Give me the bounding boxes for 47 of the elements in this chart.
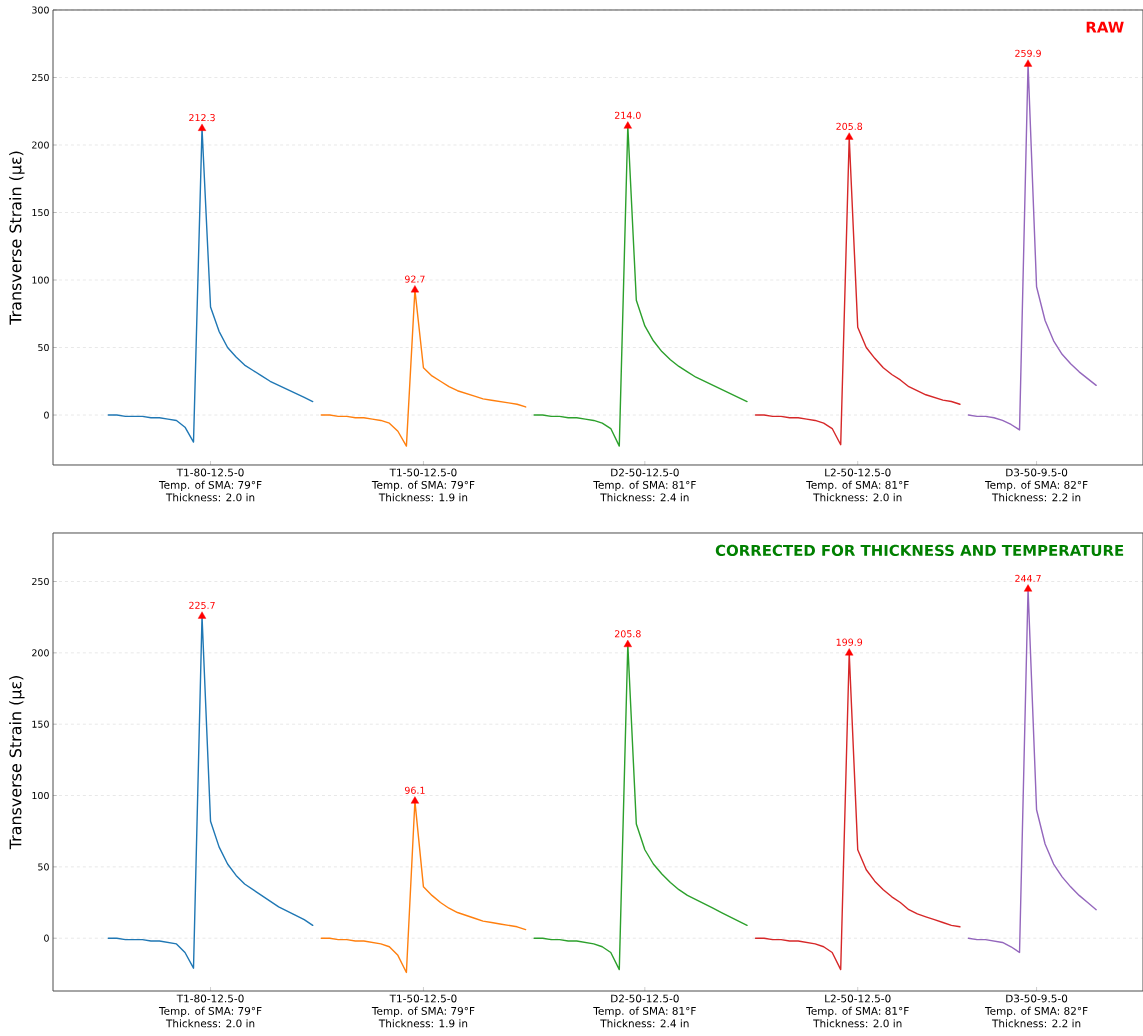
data-label: 92.7 [404,275,425,283]
y-axis-title: Transverse Strain (με) [9,676,25,850]
point [197,123,207,131]
data-label: 205.8 [614,630,641,638]
point [197,611,207,619]
y-tick-label: 250 [32,73,49,82]
data-label: 214.0 [614,111,641,119]
y-axis-title: Transverse Strain (με) [9,151,25,325]
y-tick-label: 300 [32,6,49,14]
point [845,132,854,140]
data-label: 225.7 [189,601,215,609]
x-tick-label: T1-50-12.5-0 Temp. of SMA: 79°F Thickness: 1.9 in [371,468,475,502]
x-tick-label: D3-50-9.5-0 Temp. of SMA: 82°F Thickness: 2.2 in [984,468,1088,502]
x-tick-label: D3-50-9.5-0 Temp. of SMA: 82°F Thickness: 2.2 in [984,994,1088,1028]
point [845,648,854,656]
x-tick-label: L2-50-12.5-0 Temp. of SMA: 81°F Thickness: 2.0 in [806,468,909,502]
y-tick-label: 200 [32,141,49,149]
x-tick-label: D2-50-12.5-0 Temp. of SMA: 81°F Thickness: 2.4 in [593,994,696,1028]
point [1023,584,1033,592]
x-tick-label: L2-50-12.5-0 Temp. of SMA: 81°F Thickness: 2.0 in [806,994,909,1028]
point [1023,59,1033,67]
data-label: 212.3 [189,114,215,122]
data-label: 244.7 [1015,574,1041,582]
point [410,796,420,804]
x-tick-label: T1-80-12.5-0 Temp. of SMA: 79°F Thickness: 2.0 in [158,468,262,502]
x-tick-label: T1-80-12.5-0 Temp. of SMA: 79°F Thickness: 2.0 in [158,994,262,1028]
text: CORRECTED FOR THICKNESS AND TEMPERATURE [715,544,1124,557]
y-tick-label: 100 [32,791,49,800]
y-tick-label: 250 [32,577,49,586]
y-tick-label: 200 [32,649,49,657]
point [410,285,420,293]
y-tick-label: 150 [32,208,49,217]
y-tick-label: 0 [44,934,49,942]
x-tick-label: D2-50-12.5-0 Temp. of SMA: 81°F Thickness: 2.4 in [593,468,696,502]
data-label: 96.1 [404,786,425,794]
x-tick-label: T1-50-12.5-0 Temp. of SMA: 79°F Thickness: 1.9 in [371,994,475,1028]
y-tick-label: 50 [38,343,49,352]
y-tick-label: 50 [38,863,49,871]
text: RAW [1086,21,1124,33]
data-label: 199.9 [836,638,863,646]
y-tick-label: 100 [32,276,49,284]
data-label: 259.9 [1015,49,1041,57]
point [623,121,632,129]
y-tick-label: 150 [32,720,49,728]
y-tick-label: 0 [44,411,49,419]
point [623,639,632,648]
data-label: 205.8 [836,122,863,130]
